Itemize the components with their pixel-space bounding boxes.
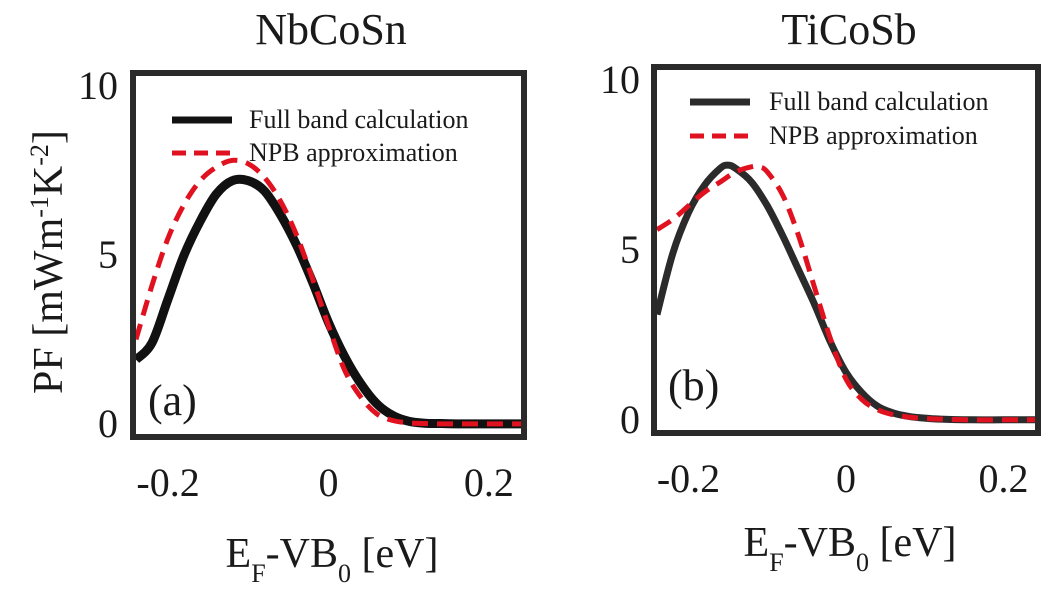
- y-label-sup: -1: [25, 196, 54, 218]
- panel-nbcosn: NbCoSn -0.2 0 0.2 0 5 10 (a) Full band calcul…: [25, 5, 527, 588]
- y-label-part: PF [mWm: [26, 217, 72, 394]
- x-label-sub: 0: [338, 559, 351, 588]
- x-axis-label: EF-VB0 [eV]: [226, 531, 439, 588]
- x-label-part: E: [744, 520, 770, 566]
- x-label-part: -VB: [266, 531, 338, 577]
- legend-label-npb: NPB approximation: [249, 138, 458, 167]
- x-tick-label: 0: [319, 460, 339, 505]
- x-label-sub: F: [769, 548, 783, 577]
- y-tick-label: 10: [600, 57, 640, 102]
- x-label-sub: 0: [856, 548, 869, 577]
- y-tick-label: 0: [620, 397, 640, 442]
- y-tick-label: 10: [78, 63, 118, 108]
- y-label-part: K: [26, 166, 72, 196]
- legend-label-full-band: Full band calculation: [249, 105, 469, 134]
- tick-labels: -0.2 0 0.2 0 5 10: [600, 57, 1029, 501]
- x-tick-label: 0.2: [464, 460, 514, 505]
- x-label-part: -VB: [784, 520, 856, 566]
- panel-label: (b): [668, 361, 719, 410]
- x-tick-label: -0.2: [657, 456, 720, 501]
- axes-frame: [651, 64, 1041, 436]
- y-axis-label: PF [mWm-1K-2]: [25, 130, 73, 394]
- x-tick-label: 0.2: [979, 456, 1029, 501]
- plot-area: [136, 157, 521, 429]
- x-axis-label: EF-VB0 [eV]: [744, 520, 957, 577]
- legend: Full band calculation NPB approximation: [690, 87, 989, 150]
- series-line-npb: [657, 163, 1035, 423]
- legend-label-npb: NPB approximation: [769, 121, 978, 150]
- x-tick-label: -0.2: [136, 460, 199, 505]
- x-label-part: [eV]: [869, 520, 956, 566]
- y-label-part: ]: [26, 130, 72, 144]
- x-label-part: [eV]: [351, 531, 438, 577]
- legend: Full band calculation NPB approximation: [172, 105, 469, 167]
- y-tick-label: 5: [98, 232, 118, 277]
- y-tick-label: 5: [620, 227, 640, 272]
- y-label-sup: -2: [25, 144, 54, 166]
- panel-label: (a): [148, 376, 197, 425]
- axes-frame: [130, 70, 527, 440]
- plot-area: [657, 161, 1035, 424]
- x-tick-label: 0: [836, 456, 856, 501]
- x-label-part: E: [226, 531, 252, 577]
- series-line-npb: [136, 157, 521, 427]
- legend-label-full-band: Full band calculation: [769, 87, 989, 116]
- y-tick-label: 0: [98, 401, 118, 446]
- chart-title: TiCoSb: [781, 5, 916, 54]
- x-label-sub: F: [251, 559, 265, 588]
- panel-ticosb: TiCoSb -0.2 0 0.2 0 5 10 (b) Full band calcul…: [600, 5, 1041, 577]
- chart-title: NbCoSn: [255, 5, 407, 54]
- tick-labels: -0.2 0 0.2 0 5 10: [78, 63, 514, 505]
